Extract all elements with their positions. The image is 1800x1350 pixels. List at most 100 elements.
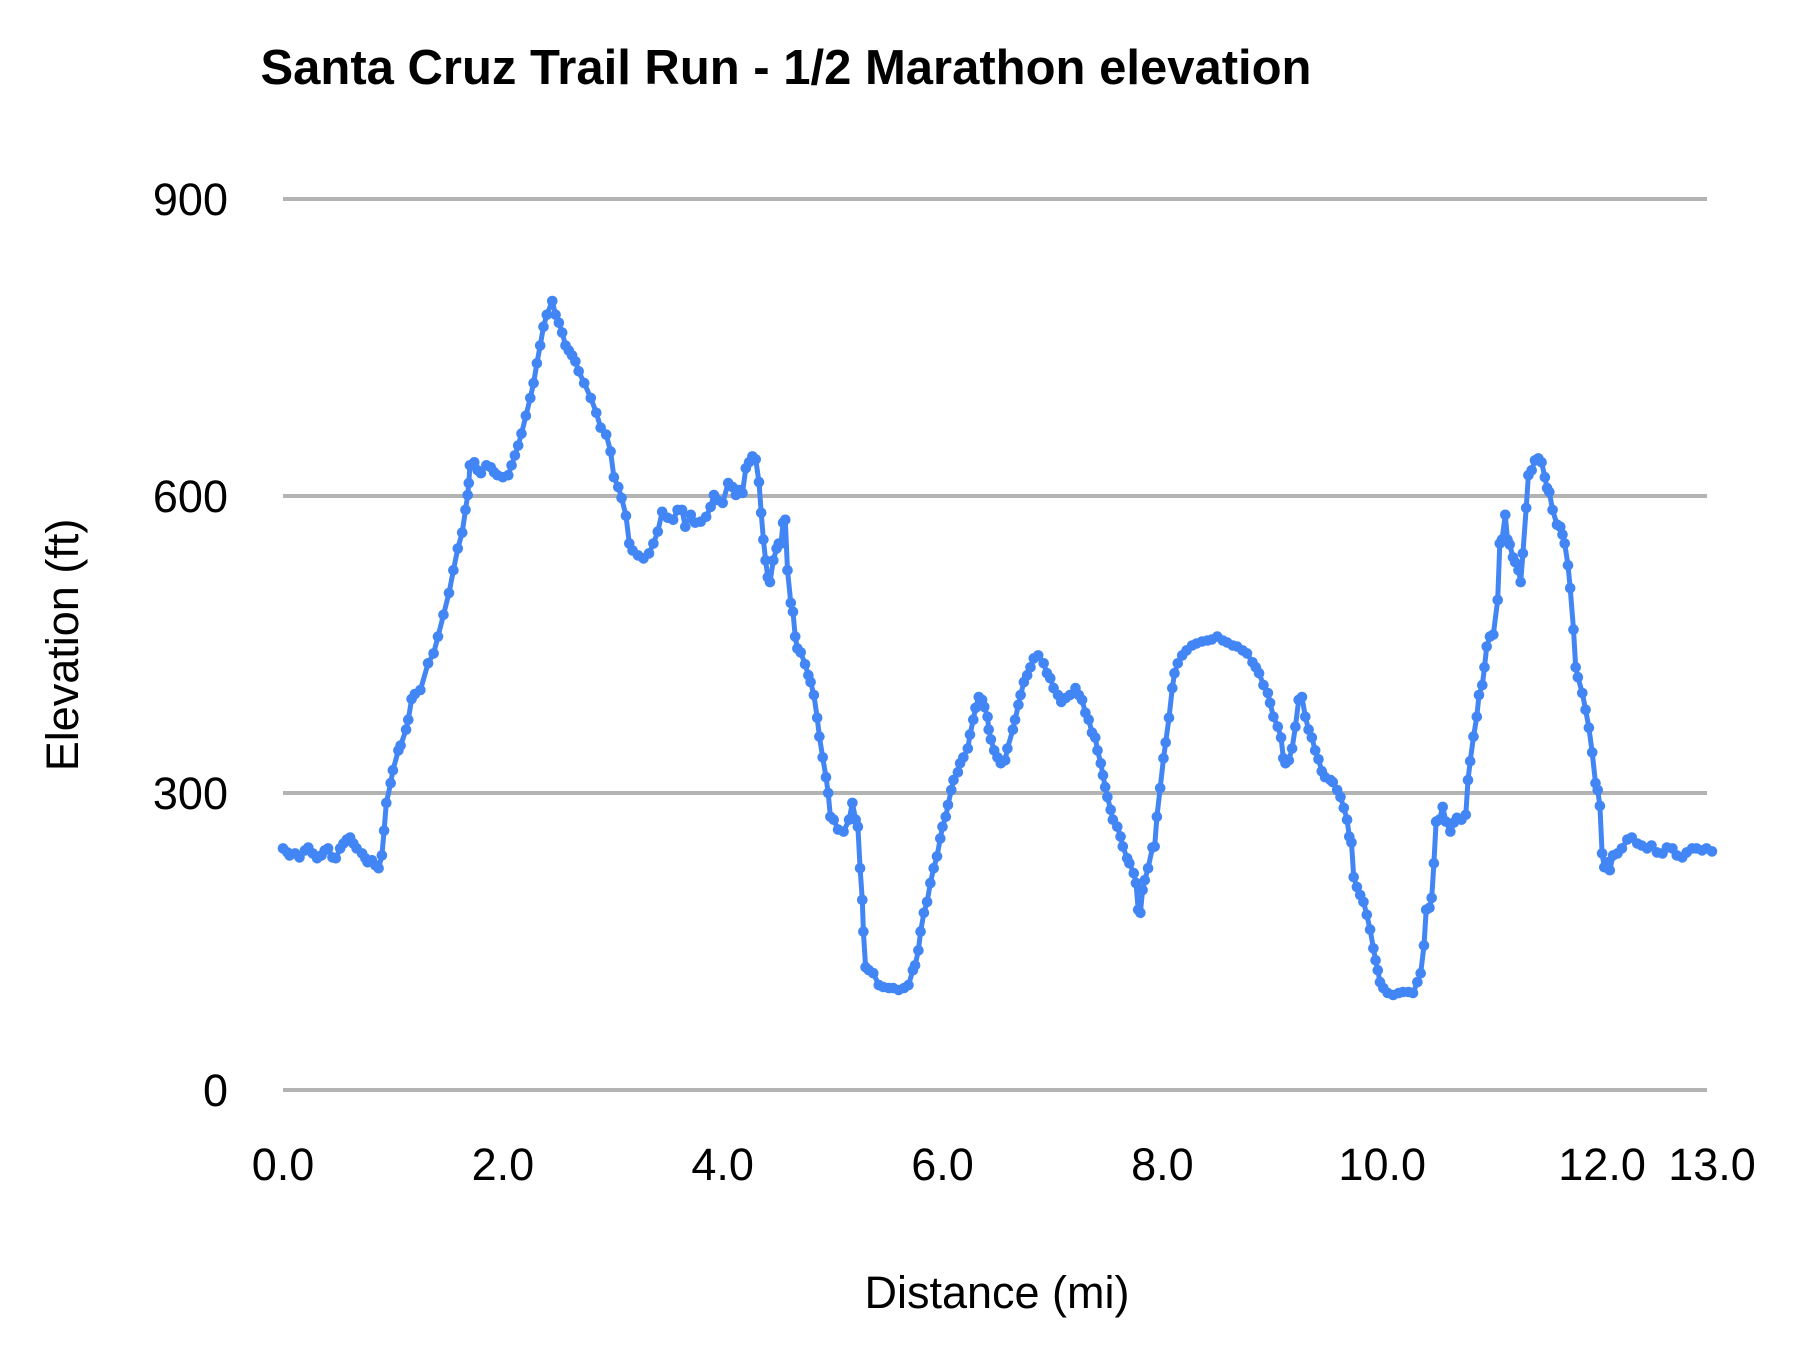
data-point-marker (811, 712, 823, 724)
data-point-marker (1290, 721, 1301, 732)
data-point-marker (768, 555, 779, 566)
data-point-marker (452, 543, 464, 554)
data-point-marker (1504, 539, 1515, 550)
data-point-marker (808, 689, 820, 701)
data-point-marker (1007, 724, 1019, 735)
data-point-marker (1464, 756, 1476, 767)
data-point-marker (1445, 826, 1456, 837)
data-point-marker (789, 631, 801, 642)
data-point-marker (1462, 774, 1474, 786)
data-point-marker (1564, 582, 1576, 594)
data-point-marker (983, 724, 994, 735)
data-point-marker (1370, 955, 1381, 966)
data-point-marker (820, 771, 832, 783)
data-point-marker (1253, 667, 1265, 679)
y-tick-label: 600 (153, 471, 228, 522)
data-point-marker (1338, 802, 1350, 814)
x-tick-label: 4.0 (691, 1139, 754, 1190)
data-point-marker (1468, 731, 1479, 742)
data-point-marker (717, 497, 728, 509)
data-point-marker (982, 711, 993, 723)
data-point-marker (1358, 896, 1369, 908)
y-axis-title: Elevation (ft) (37, 519, 88, 772)
data-point-marker (509, 450, 521, 461)
data-point-marker (1437, 801, 1448, 813)
data-point-marker (903, 979, 914, 991)
data-point-marker (795, 647, 806, 658)
data-point-marker (915, 926, 926, 937)
data-point-marker (1296, 691, 1308, 703)
data-point-marker (1572, 671, 1584, 683)
data-point-marker (1424, 902, 1435, 914)
data-point-marker (1099, 781, 1111, 793)
data-point-marker (737, 487, 748, 499)
data-point-marker (1351, 881, 1363, 893)
data-point-marker (1286, 743, 1298, 754)
elevation-line (280, 298, 1715, 998)
data-point-marker (1025, 662, 1036, 673)
data-point-marker (946, 784, 957, 796)
data-point-marker (541, 309, 553, 321)
data-point-marker (1568, 624, 1579, 635)
data-point-marker (516, 428, 527, 439)
data-point-marker (1596, 848, 1608, 859)
data-point-marker (578, 377, 590, 389)
data-point-marker (1577, 687, 1588, 699)
data-point-marker (1158, 753, 1169, 764)
data-point-marker (964, 729, 976, 740)
data-point-marker (1154, 782, 1166, 794)
data-point-marker (1580, 704, 1591, 716)
data-point-marker (838, 826, 849, 837)
data-point-marker (1283, 755, 1295, 766)
data-point-marker (1473, 689, 1485, 701)
data-point-marker (1139, 874, 1151, 886)
x-tick-label: 13.0 (1668, 1139, 1756, 1190)
data-point-marker (1500, 509, 1511, 521)
data-point-marker (403, 714, 414, 725)
data-point-marker (1335, 791, 1346, 803)
data-point-marker (330, 853, 342, 864)
data-point-marker (1346, 837, 1357, 848)
data-point-marker (1479, 662, 1490, 673)
data-point-marker (1492, 594, 1503, 606)
data-point-marker (685, 509, 697, 521)
y-tick-label: 0 (203, 1065, 228, 1116)
data-point-marker (775, 538, 787, 549)
data-point-marker (921, 896, 933, 908)
data-point-marker (1102, 791, 1113, 803)
data-point-marker (585, 392, 597, 404)
data-point-marker (531, 358, 543, 369)
data-point-marker (868, 967, 879, 979)
data-point-marker (1547, 504, 1558, 516)
data-point-marker (1536, 457, 1547, 468)
data-point-marker (780, 514, 791, 526)
data-point-marker (400, 724, 412, 735)
data-point-marker (785, 597, 797, 609)
data-point-marker (428, 648, 439, 659)
data-point-marker (1045, 672, 1056, 684)
data-point-marker (1149, 841, 1160, 852)
data-point-marker (1594, 800, 1606, 812)
data-point-marker (506, 460, 517, 471)
data-point-marker (373, 862, 384, 874)
x-tick-label: 2.0 (472, 1139, 535, 1190)
data-point-marker (1372, 964, 1384, 976)
y-tick-label: 900 (153, 174, 228, 225)
data-point-marker (573, 366, 584, 377)
data-point-marker (1090, 732, 1101, 743)
data-point-marker (503, 469, 514, 481)
data-point-marker (1415, 967, 1426, 979)
data-point-marker (854, 862, 866, 874)
data-point-marker (999, 755, 1011, 766)
data-point-marker (1275, 732, 1287, 743)
data-point-marker (799, 659, 811, 670)
data-point-marker (1115, 831, 1126, 842)
data-point-marker (1300, 711, 1311, 723)
data-point-marker (1172, 658, 1184, 669)
data-point-marker (1151, 811, 1163, 823)
data-point-marker (680, 521, 691, 532)
data-point-marker (1592, 784, 1603, 796)
data-point-marker (1559, 538, 1570, 549)
data-point-marker (448, 565, 459, 576)
